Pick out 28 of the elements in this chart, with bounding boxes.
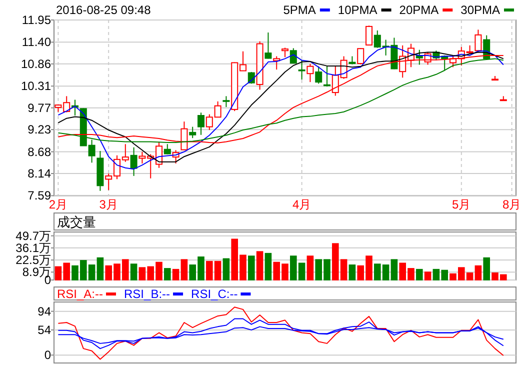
y-tick-label: 11.95 [22, 13, 52, 27]
chart-title: 2016-08-25 09:48 [56, 3, 152, 17]
legend-label: 10PMA [338, 3, 378, 17]
y-tick-label: 36.1万 [16, 240, 51, 255]
legend-label: 20PMA [399, 3, 439, 17]
y-tick-label: 22.5万 [16, 253, 51, 267]
legend-label: RSI_C:-- [191, 287, 238, 301]
y-tick-label: 9.23 [28, 122, 52, 137]
y-tick-label: 11.40 [22, 35, 52, 50]
chart-title: 成交量 [57, 214, 96, 230]
x-tick-label: 4月 [292, 198, 312, 212]
y-tick-label: 94 [38, 304, 52, 318]
x-tick-label: 2月 [48, 198, 68, 212]
legend-label: 5PMA [283, 3, 316, 17]
x-tick-label: 8月 [502, 198, 520, 212]
y-tick-label: 49.7万 [16, 228, 51, 243]
y-tick-label: 9.77 [28, 100, 52, 115]
legend-label: RSI_A:-- [57, 287, 104, 301]
legend-label: RSI_B:-- [124, 287, 170, 301]
y-tick-label: 10.86 [20, 56, 52, 71]
y-tick-label: 54 [38, 322, 52, 337]
x-tick-label: 3月 [99, 198, 118, 212]
legend-label: 30PMA [460, 3, 500, 17]
y-tick-label: 0 [44, 348, 52, 362]
y-tick-label: 10.31 [20, 79, 52, 94]
x-tick-label: 5月 [452, 198, 471, 212]
y-tick-label: 8.14 [28, 166, 52, 181]
y-tick-label: 8.68 [28, 144, 52, 159]
